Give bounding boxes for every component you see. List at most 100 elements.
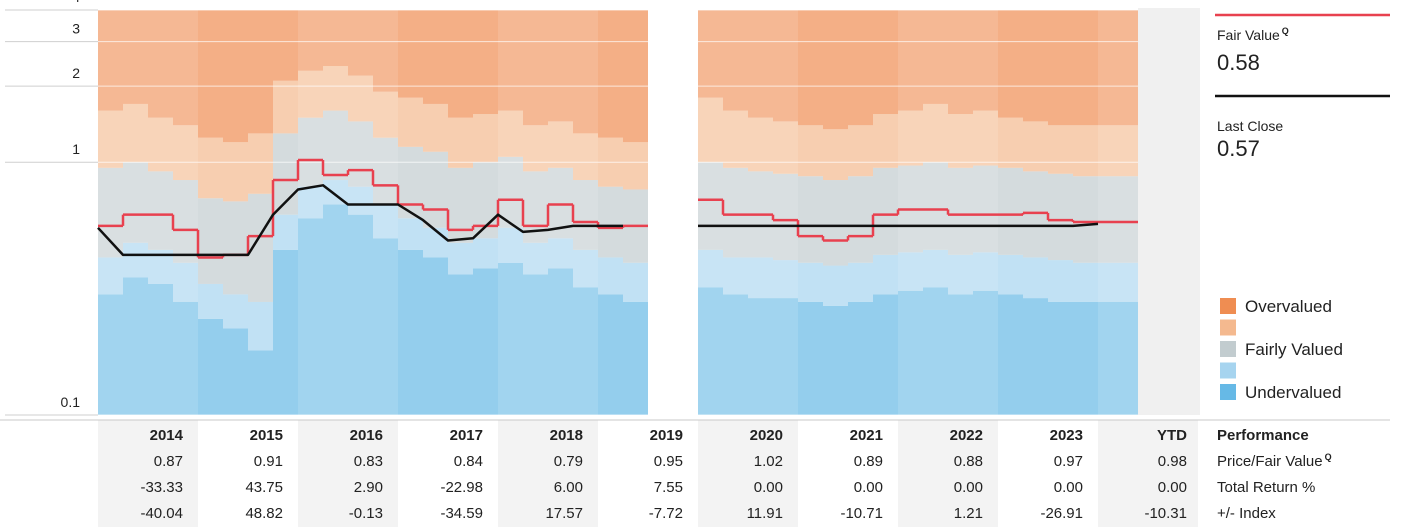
- valuation-band: [748, 298, 773, 415]
- valuation-band: [998, 167, 1023, 255]
- legend-name: Fair Value Q: [1217, 26, 1289, 43]
- valuation-band: [98, 257, 123, 295]
- valuation-band: [1073, 301, 1098, 415]
- table-cell: 0.89: [854, 453, 883, 470]
- valuation-band: [573, 287, 598, 415]
- legend-swatch: [1220, 298, 1236, 314]
- valuation-band: [698, 97, 723, 163]
- table-cell: -33.33: [140, 479, 183, 496]
- legend-label: Undervalued: [1245, 383, 1341, 402]
- grid: 0.1 1 2 3 4: [5, 0, 1138, 416]
- valuation-band: [798, 125, 823, 177]
- valuation-band: [948, 254, 973, 295]
- table-column-shade: [98, 420, 198, 527]
- legend-latest-value: 0.58: [1217, 50, 1260, 75]
- valuation-band: [598, 186, 623, 258]
- valuation-band-top: [148, 10, 173, 118]
- row-label: +/- Index: [1217, 505, 1276, 522]
- last-close-line: [97, 184, 1099, 257]
- valuation-band: [248, 301, 273, 351]
- valuation-band: [223, 142, 248, 202]
- valuation-band: [298, 117, 323, 187]
- valuation-band: [423, 151, 448, 228]
- valuation-band: [1023, 257, 1048, 299]
- y-tick-label: 2: [72, 65, 80, 81]
- valuation-band-top: [698, 10, 723, 98]
- column-header: 2019: [650, 427, 683, 444]
- valuation-band: [173, 262, 198, 302]
- year-shade: [98, 10, 198, 415]
- valuation-band: [273, 80, 298, 134]
- table-cell: -7.72: [649, 505, 683, 522]
- valuation-band: [948, 114, 973, 168]
- table-cell: 6.00: [554, 479, 583, 496]
- table-cell: 0.84: [454, 453, 483, 470]
- valuation-band: [323, 110, 348, 181]
- valuation-band: [973, 110, 998, 166]
- valuation-band: [898, 252, 923, 291]
- valuation-band: [548, 268, 573, 415]
- valuation-band-top: [348, 10, 373, 76]
- row-label-text: +/- Index: [1217, 505, 1276, 522]
- valuation-band: [298, 70, 323, 118]
- valuation-band: [1073, 262, 1098, 302]
- valuation-band: [198, 137, 223, 199]
- valuation-band-top: [448, 10, 473, 118]
- performance-table: 2014 0.87 -33.33 -40.04 2015 0.91 43.75 48.82 20…: [0, 419, 1390, 527]
- valuation-band: [1023, 171, 1048, 258]
- valuation-band: [98, 110, 123, 168]
- valuation-band: [548, 121, 573, 168]
- valuation-band: [1048, 301, 1073, 415]
- valuation-band: [873, 294, 898, 415]
- valuation-band: [448, 242, 473, 275]
- valuation-band-top: [1098, 10, 1138, 126]
- legend-name: Last Close: [1217, 118, 1283, 134]
- valuation-band: [398, 97, 423, 147]
- valuation-band: [123, 103, 148, 163]
- column-header: 2022: [950, 427, 983, 444]
- y-tick-label: 3: [72, 21, 80, 37]
- column-header: 2023: [1050, 427, 1083, 444]
- valuation-band: [323, 66, 348, 111]
- valuation-band-top: [898, 10, 923, 111]
- valuation-band: [698, 249, 723, 288]
- valuation-band: [1048, 125, 1073, 174]
- valuation-band-top: [548, 10, 573, 122]
- valuation-band: [398, 218, 423, 250]
- valuation-band: [548, 238, 573, 269]
- valuation-band: [348, 75, 373, 122]
- valuation-band: [298, 186, 323, 219]
- table-cell: -26.91: [1040, 505, 1083, 522]
- table-cell: 7.55: [654, 479, 683, 496]
- valuation-band: [773, 121, 798, 174]
- valuation-band: [123, 277, 148, 415]
- valuation-band: [823, 129, 848, 181]
- table-cell: 0.00: [1158, 479, 1187, 496]
- valuation-band-top: [298, 10, 323, 71]
- table-title: Performance: [1217, 427, 1309, 444]
- valuation-band: [973, 165, 998, 253]
- column-header: YTD: [1157, 427, 1187, 444]
- column-header: 2015: [250, 427, 283, 444]
- year-shade: [698, 10, 798, 415]
- valuation-band: [823, 180, 848, 266]
- valuation-band-top: [723, 10, 748, 111]
- valuation-band-top: [98, 10, 123, 111]
- valuation-band: [798, 301, 823, 415]
- legend-swatch: [1220, 341, 1236, 357]
- valuation-band: [348, 121, 373, 187]
- row-label: Price/Fair Value Q: [1217, 452, 1332, 470]
- table-cell: 0.00: [854, 479, 883, 496]
- table-cell: -22.98: [440, 479, 483, 496]
- valuation-band: [773, 298, 798, 415]
- valuation-band-top: [973, 10, 998, 111]
- valuation-band: [623, 142, 648, 190]
- table-cell: 0.98: [1158, 453, 1187, 470]
- valuation-band: [973, 252, 998, 291]
- valuation-band-top: [1023, 10, 1048, 122]
- valuation-band: [498, 156, 523, 228]
- valuation-band: [148, 171, 173, 250]
- lines: [97, 158, 1138, 259]
- table-cell: 1.21: [954, 505, 983, 522]
- valuation-band-top: [123, 10, 148, 104]
